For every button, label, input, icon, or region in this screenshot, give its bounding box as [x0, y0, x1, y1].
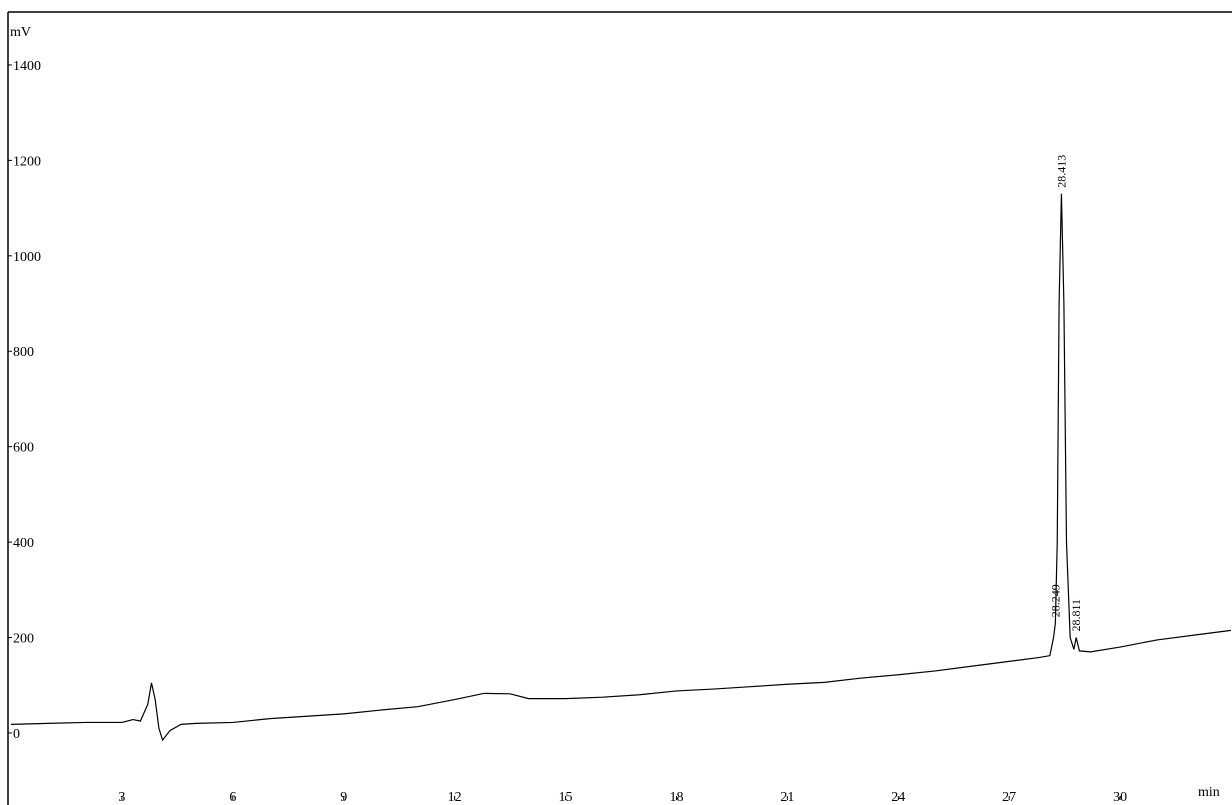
y-tick-label: 1400 [13, 59, 41, 74]
x-tick-label: 27 [1002, 790, 1016, 805]
peak-label: 28.413 [1054, 155, 1068, 188]
peak-label: 28.811 [1069, 599, 1083, 632]
y-tick-label: 800 [13, 345, 34, 360]
x-tick-label: 15 [559, 790, 573, 805]
x-tick-label: 24 [891, 790, 905, 805]
y-axis-label: mV [10, 25, 31, 40]
signal-line [10, 193, 1232, 742]
x-tick-label: 30 [1113, 790, 1127, 805]
x-tick-label: 18 [669, 790, 683, 805]
y-tick-label: 0 [13, 727, 20, 742]
x-tick-label: 12 [448, 790, 462, 805]
y-tick-label: 400 [13, 536, 34, 551]
x-tick-label: 6 [229, 790, 236, 805]
peak-label: 28.249 [1048, 584, 1062, 617]
y-tick-label: 600 [13, 441, 34, 456]
x-tick-label: 3 [118, 790, 125, 805]
y-tick-label: 200 [13, 632, 34, 647]
x-axis-label: min [1198, 785, 1220, 800]
x-tick-label: 21 [780, 790, 794, 805]
y-tick-label: 1000 [13, 250, 41, 265]
y-tick-label: 1200 [13, 154, 41, 169]
x-tick-label: 9 [340, 790, 347, 805]
